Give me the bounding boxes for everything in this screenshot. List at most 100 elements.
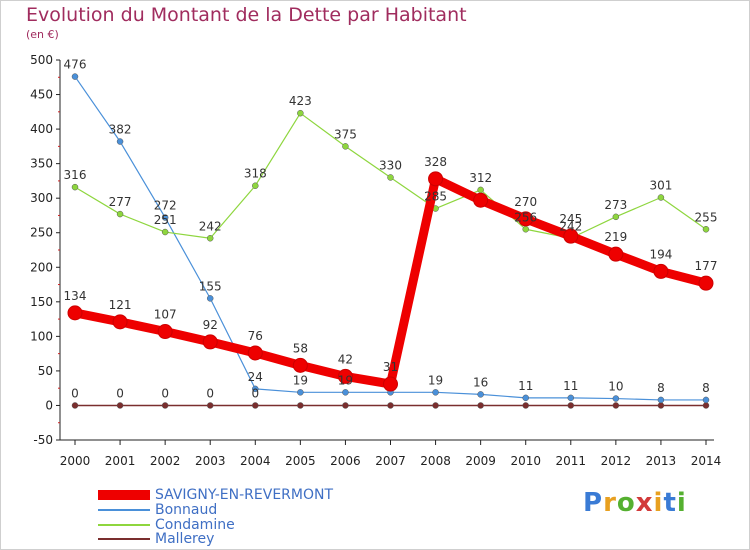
- data-label: 11: [563, 379, 578, 393]
- x-tick-label: 2000: [60, 454, 91, 468]
- series-point-3: [657, 402, 665, 409]
- legend-swatch: [98, 490, 150, 500]
- x-tick-label: 2011: [556, 454, 587, 468]
- data-label: 285: [424, 190, 447, 204]
- series-point-3: [342, 402, 349, 409]
- series-point-0: [337, 368, 353, 384]
- data-label: 24: [248, 370, 263, 384]
- series-point-1: [297, 389, 304, 396]
- data-label: 19: [338, 373, 353, 387]
- series-point-1: [432, 389, 439, 396]
- logo-letter: i: [676, 488, 687, 518]
- series-point-1: [522, 394, 529, 402]
- legend-swatch: [98, 538, 150, 540]
- series-point-0: [473, 192, 489, 208]
- series-point-2: [71, 183, 79, 191]
- series-point-3: [297, 402, 304, 409]
- x-tick-label: 2013: [646, 454, 677, 468]
- data-label: 318: [244, 167, 267, 181]
- data-label: 328: [424, 155, 447, 169]
- series-point-1: [116, 138, 124, 145]
- logo-letter: P: [583, 488, 604, 518]
- series-point-2: [206, 235, 214, 242]
- series-point-2: [657, 194, 665, 201]
- unit-label: (en €): [26, 28, 59, 41]
- y-tick-label: 450: [30, 88, 53, 102]
- y-tick-label: 350: [30, 157, 53, 171]
- x-tick-label: 2007: [375, 454, 406, 468]
- data-label: 19: [293, 373, 308, 387]
- legend-label: Condamine: [155, 517, 235, 533]
- data-label: 8: [702, 381, 710, 395]
- legend-label: SAVIGNY-EN-REVERMONT: [155, 487, 334, 503]
- series-point-2: [116, 210, 124, 218]
- x-tick-label: 2006: [330, 454, 361, 468]
- data-label: 272: [154, 199, 177, 213]
- series-point-3: [432, 402, 439, 409]
- series-point-0: [292, 357, 308, 373]
- data-label: 76: [248, 329, 263, 343]
- data-label: 330: [379, 158, 402, 172]
- series-point-3: [71, 402, 79, 409]
- proxiti-logo: Proxiti: [583, 488, 687, 518]
- data-label: 0: [116, 386, 124, 400]
- y-tick-label: 100: [30, 329, 53, 343]
- data-label: 0: [71, 386, 79, 400]
- series-point-2: [161, 228, 169, 236]
- series-point-2: [612, 213, 620, 221]
- logo-letter: i: [653, 488, 664, 518]
- series-point-1: [702, 396, 710, 404]
- series-point-0: [112, 314, 128, 330]
- data-label: 177: [695, 259, 718, 273]
- data-label: 270: [514, 195, 537, 209]
- data-label: 242: [199, 219, 222, 233]
- logo-letter: t: [663, 488, 677, 518]
- data-label: 382: [109, 123, 132, 137]
- series-point-3: [567, 402, 575, 409]
- series-point-2: [522, 226, 529, 233]
- data-label: 58: [293, 341, 308, 355]
- x-tick-label: 2009: [465, 454, 496, 468]
- data-label: 316: [64, 168, 87, 182]
- series-point-0: [608, 246, 624, 262]
- data-label: 423: [289, 94, 312, 108]
- data-label: 301: [649, 178, 672, 192]
- data-label: 273: [604, 198, 627, 212]
- series-point-2: [477, 186, 484, 194]
- series-point-0: [518, 211, 534, 227]
- series-point-0: [428, 171, 444, 187]
- data-label: 92: [203, 318, 218, 332]
- x-tick-label: 2005: [285, 454, 316, 468]
- data-label: 155: [199, 279, 222, 293]
- y-tick-label: 500: [30, 53, 53, 67]
- series-point-3: [116, 402, 124, 409]
- series-point-3: [161, 402, 169, 409]
- y-tick-label: 250: [30, 226, 53, 240]
- y-tick-label: 150: [30, 295, 53, 309]
- y-tick-label: -50: [33, 433, 53, 447]
- data-label: 255: [695, 210, 718, 224]
- data-label: 375: [334, 127, 357, 141]
- series-point-0: [247, 345, 263, 361]
- series-point-1: [657, 396, 665, 404]
- data-label: 242: [559, 219, 582, 233]
- chart-title: Evolution du Montant de la Dette par Hab…: [26, 4, 467, 26]
- data-label: 16: [473, 375, 488, 389]
- data-label: 219: [604, 230, 627, 244]
- legend-label: Bonnaud: [155, 502, 218, 518]
- y-tick-label: 200: [30, 260, 53, 274]
- data-label: 11: [518, 379, 533, 393]
- data-label: 10: [608, 380, 623, 394]
- x-tick-label: 2004: [240, 454, 271, 468]
- series-point-0: [67, 305, 83, 321]
- series-point-0: [563, 228, 579, 244]
- x-tick-label: 2012: [601, 454, 632, 468]
- series-point-3: [477, 402, 484, 409]
- legend-label: Mallerey: [155, 531, 215, 547]
- series-point-0: [383, 376, 398, 392]
- data-label: 121: [109, 298, 132, 312]
- data-label: 312: [469, 171, 492, 185]
